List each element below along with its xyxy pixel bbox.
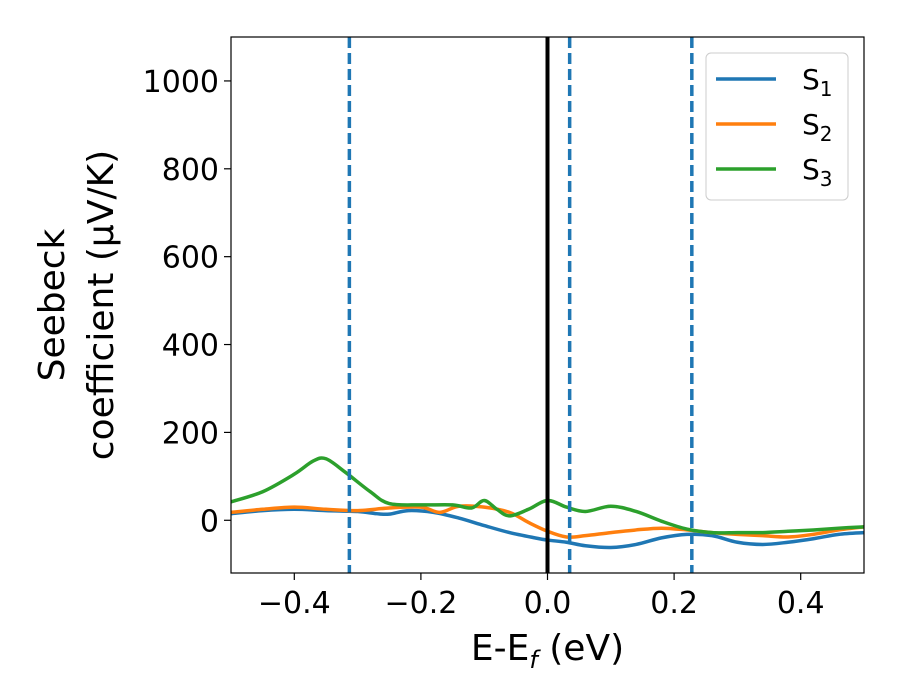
series-line-s3 — [231, 456, 864, 535]
x-tick-label: −0.2 — [384, 586, 457, 621]
y-tick-label: 0 — [200, 504, 219, 539]
x-tick-label: 0.2 — [650, 586, 698, 621]
plot-area — [231, 37, 864, 573]
y-axis-label-line2: coefficient (μV/K) — [81, 150, 122, 460]
legend: S1 S2 S3 — [705, 52, 849, 201]
x-ticks: −0.4 −0.2 0.0 0.2 0.4 — [258, 573, 825, 621]
legend-label-s3: S3 — [802, 153, 833, 191]
x-axis-label: E-Ef (eV) — [471, 628, 624, 674]
y-tick-label: 800 — [162, 153, 219, 188]
x-tick-label: −0.4 — [258, 586, 331, 621]
series-line-s2 — [231, 504, 864, 539]
y-axis-label: Seebeck coefficient (μV/K) — [32, 150, 122, 460]
legend-box — [705, 52, 849, 201]
y-tick-label: 1000 — [143, 65, 219, 100]
legend-label-s1: S1 — [802, 63, 833, 101]
vertical-lines — [347, 37, 694, 573]
x-tick-label: 0.4 — [777, 586, 825, 621]
y-axis-label-line1: Seebeck — [32, 228, 73, 381]
y-tick-label: 600 — [162, 241, 219, 276]
x-tick-label: 0.0 — [524, 586, 572, 621]
y-tick-label: 200 — [162, 416, 219, 451]
y-ticks: 0 200 400 600 800 1000 — [143, 65, 231, 539]
legend-label-s2: S2 — [802, 108, 833, 146]
y-tick-label: 400 — [162, 329, 219, 364]
